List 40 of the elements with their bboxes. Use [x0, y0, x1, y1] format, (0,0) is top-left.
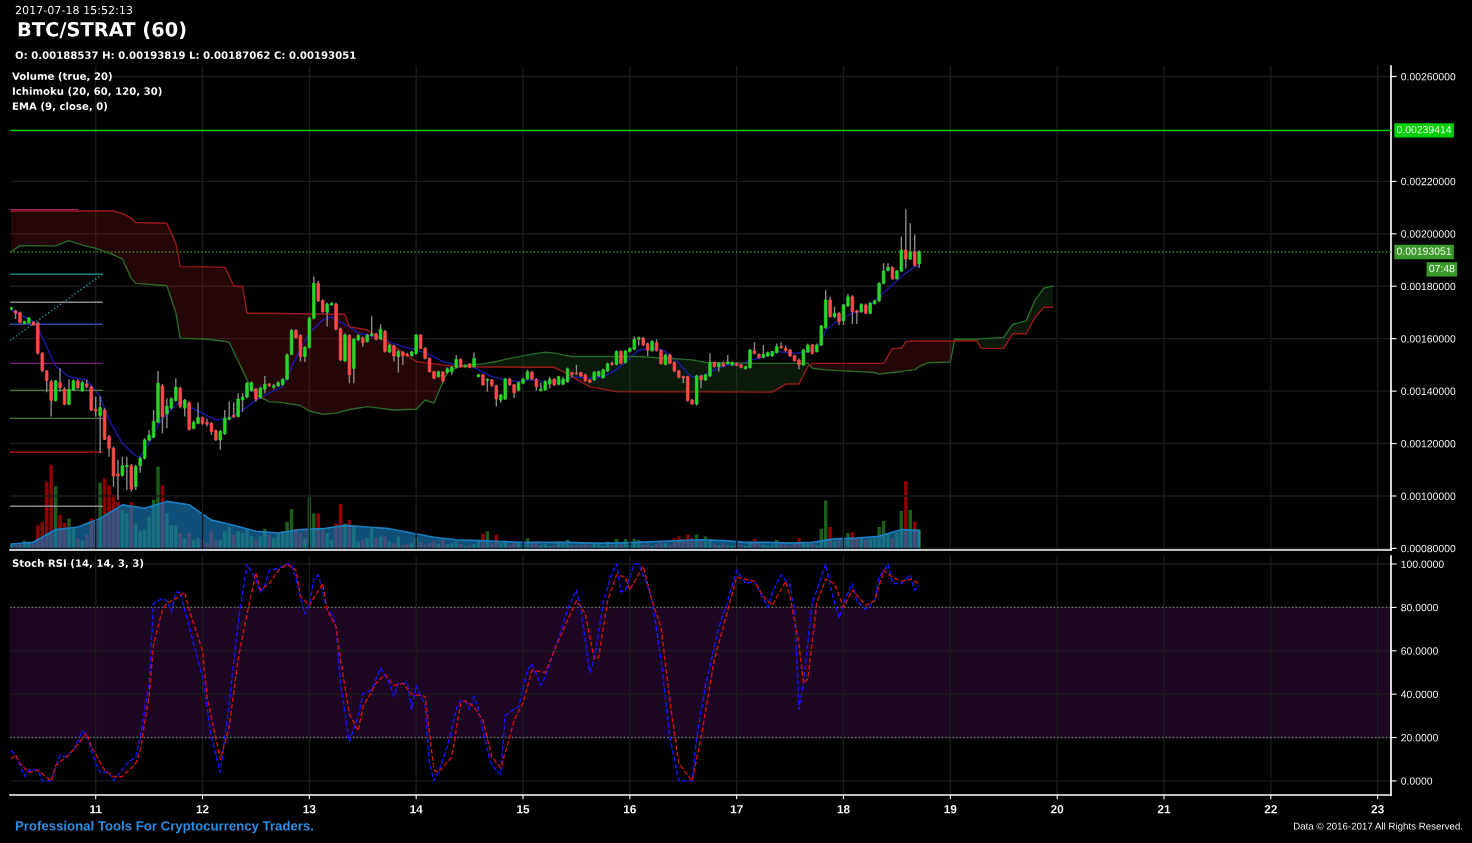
y-tick-label: 60.0000	[1401, 647, 1438, 655]
text: Professional Tools For Cryptocurrency Traders.	[15, 820, 314, 834]
x-tick-label: 12	[196, 805, 209, 814]
x-tick-label: 11	[90, 805, 102, 814]
annotation: EMA (9, close, 0)	[12, 102, 108, 112]
chart-subtitle: O: 0.00188537 H: 0.00193819 L: 0.00187062 C: 0.00193051	[15, 51, 356, 59]
chart-title: BTC/STRAT (60)	[18, 21, 186, 39]
chart-title: Stoch RSI (14, 14, 3, 3)	[12, 559, 144, 569]
x-tick-label: 17	[730, 805, 743, 814]
x-tick-label: 14	[410, 805, 423, 814]
text: 07:48	[1429, 264, 1455, 273]
annotation: Ichimoku (20, 60, 120, 30)	[12, 87, 162, 97]
x-tick-label: 19	[944, 805, 957, 814]
x-tick-label: 21	[1157, 805, 1171, 814]
ref-line-label: 0.00193051	[1396, 247, 1452, 255]
text: Data © 2016-2017 All Rights Reserved.	[1293, 822, 1463, 832]
x-tick-label: 16	[624, 805, 636, 814]
x-tick-label: 15	[517, 805, 530, 814]
x-tick-label: 18	[837, 805, 850, 814]
y-tick-label: 0.00220000	[1401, 177, 1456, 186]
y-tick-label: 20.0000	[1401, 734, 1438, 742]
y-tick-label: 0.00180000	[1401, 282, 1456, 291]
x-tick-label: 20	[1051, 805, 1064, 814]
y-tick-label: 0.00140000	[1401, 387, 1456, 395]
text: 2017-07-18 15:52:13	[15, 5, 133, 15]
y-tick-label: 0.00120000	[1401, 440, 1456, 448]
y-tick-label: 40.0000	[1400, 690, 1438, 699]
y-tick-label: 80.0000	[1401, 603, 1438, 612]
annotation: Volume (true, 20)	[12, 72, 112, 82]
y-tick-label: 100.0000	[1401, 560, 1444, 568]
x-tick-label: 22	[1264, 805, 1277, 814]
y-tick-label: 0.00200000	[1401, 230, 1456, 238]
y-tick-label: 0.00100000	[1401, 492, 1456, 500]
y-tick-label: 0.0000	[1401, 777, 1433, 785]
y-tick-label: 0.00160000	[1401, 335, 1456, 343]
x-tick-label: 23	[1371, 805, 1384, 814]
ref-line-label: 0.00239414	[1396, 125, 1452, 134]
y-tick-label: 0.00080000	[1401, 544, 1456, 553]
y-tick-label: 0.00260000	[1401, 72, 1456, 81]
x-tick-label: 13	[303, 805, 316, 814]
